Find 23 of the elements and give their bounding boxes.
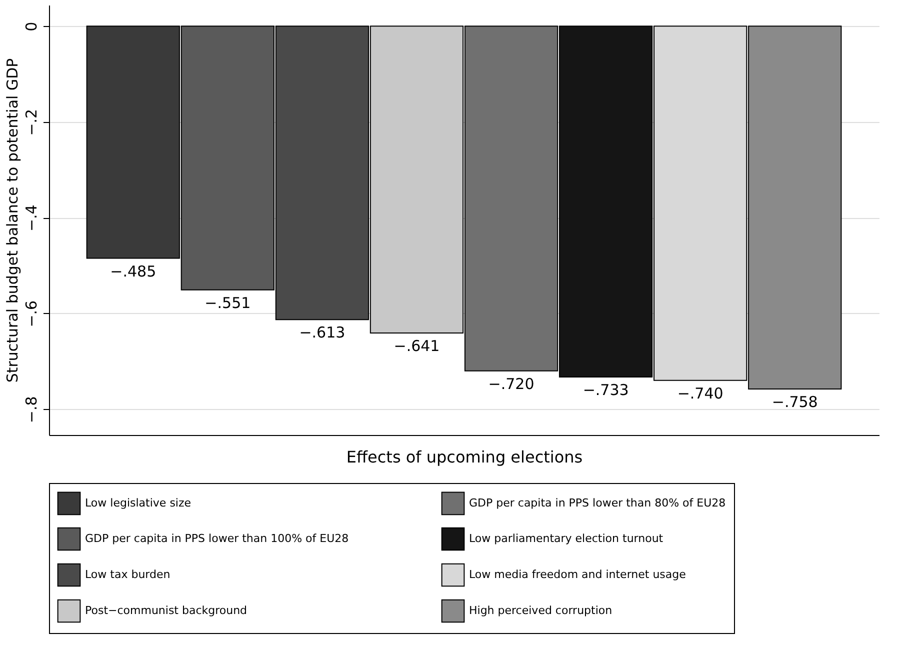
- text: −.733: [582, 381, 629, 400]
- text: −.740: [677, 384, 724, 402]
- text: −.485: [110, 262, 156, 280]
- y-tick-label: 0: [22, 22, 40, 32]
- text: −.720: [488, 374, 534, 393]
- text: −.613: [299, 324, 346, 342]
- legend-label: GDP per capita in PPS lower than 100% of EU28: [85, 532, 349, 545]
- text: −.641: [394, 337, 440, 356]
- y-tick-label: −.4: [22, 204, 40, 232]
- y-tick-label: −.8: [22, 396, 40, 424]
- legend-label: Low tax burden: [85, 568, 170, 581]
- legend-label: High perceived corruption: [469, 604, 612, 617]
- y-tick-label: −.2: [22, 108, 40, 136]
- legend-label: Post−communist background: [85, 604, 248, 617]
- legend-label: Low parliamentary election turnout: [469, 532, 664, 545]
- x-axis-title: Effects of upcoming elections: [346, 448, 583, 466]
- legend-label: Low legislative size: [85, 496, 192, 510]
- y-tick-label: −.6: [22, 300, 40, 328]
- text: −.758: [772, 393, 818, 412]
- y-axis-title: Structural budget balance to potential GDP: [4, 58, 22, 383]
- legend-label: Low media freedom and internet usage: [469, 568, 686, 581]
- legend-label: GDP per capita in PPS lower than 80% of EU28: [469, 496, 726, 510]
- text: −.551: [204, 294, 251, 312]
